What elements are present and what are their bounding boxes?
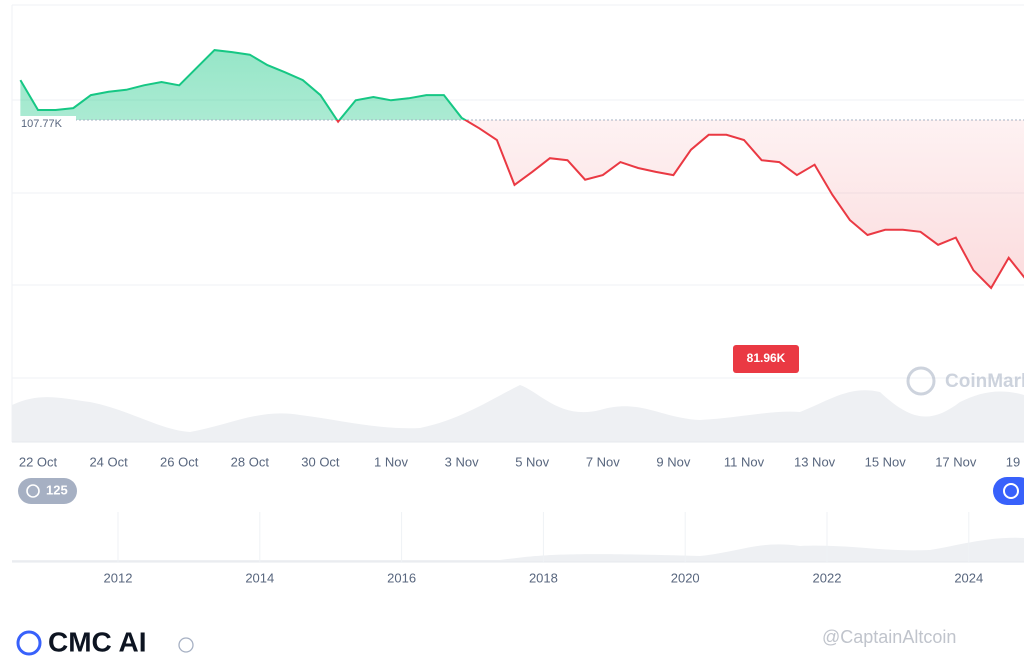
- low-label-bg: [733, 345, 799, 373]
- navigator-area: [12, 537, 1024, 562]
- ai-button-icon: [1003, 483, 1019, 499]
- x-tick-label: 19 Nov: [1006, 454, 1024, 469]
- reference-label: 107.77K: [21, 118, 63, 130]
- watermark-icon: [906, 366, 936, 396]
- navigator-year: 2024: [954, 570, 983, 585]
- x-tick-label: 3 Nov: [445, 454, 479, 469]
- footer-title: CMC AI: [48, 626, 147, 657]
- plot: [19, 49, 1024, 290]
- navigator-year: 2016: [387, 570, 416, 585]
- x-tick-label: 17 Nov: [935, 454, 977, 469]
- badge-icon: [26, 484, 40, 498]
- navigator: 2012 2014 2016 2018 2020 2022 2024: [12, 512, 1024, 585]
- x-tick-label: 13 Nov: [794, 454, 836, 469]
- navigator-year: 2020: [671, 570, 700, 585]
- badge-count: 125: [46, 482, 68, 497]
- low-label: 81.96K: [747, 351, 786, 365]
- reference-label-bg: [16, 115, 76, 132]
- credit: @CaptainAltcoin: [822, 627, 956, 647]
- price-line-down: [335, 119, 1024, 290]
- x-tick-label: 5 Nov: [515, 454, 549, 469]
- x-tick-label: 24 Oct: [89, 454, 128, 469]
- x-tick-label: 28 Oct: [231, 454, 270, 469]
- footer: CMC AI @CaptainAltcoin: [16, 626, 956, 657]
- x-tick-label: 15 Nov: [865, 454, 907, 469]
- area-down: [20, 119, 1024, 288]
- x-tick-label: 1 Nov: [374, 454, 408, 469]
- navigator-year: 2014: [245, 570, 274, 585]
- x-tick-label: 30 Oct: [301, 454, 340, 469]
- x-tick-label: 26 Oct: [160, 454, 199, 469]
- x-tick-label: 7 Nov: [586, 454, 620, 469]
- x-tick-label: 11 Nov: [724, 454, 765, 469]
- navigator-year: 2022: [813, 570, 842, 585]
- navigator-year: 2018: [529, 570, 558, 585]
- info-icon[interactable]: [178, 637, 194, 653]
- x-tick-label: 9 Nov: [656, 454, 690, 469]
- price-line-up: [19, 49, 468, 120]
- watermark-text: CoinMarketCap: [945, 371, 1024, 392]
- watermark: CoinMarketCap: [906, 366, 1024, 396]
- cmc-ai-icon: [16, 630, 42, 656]
- navigator-year: 2012: [104, 570, 133, 585]
- x-tick-label: 22 Oct: [19, 454, 58, 469]
- ai-button[interactable]: [993, 477, 1024, 505]
- volume-area: [12, 385, 1024, 442]
